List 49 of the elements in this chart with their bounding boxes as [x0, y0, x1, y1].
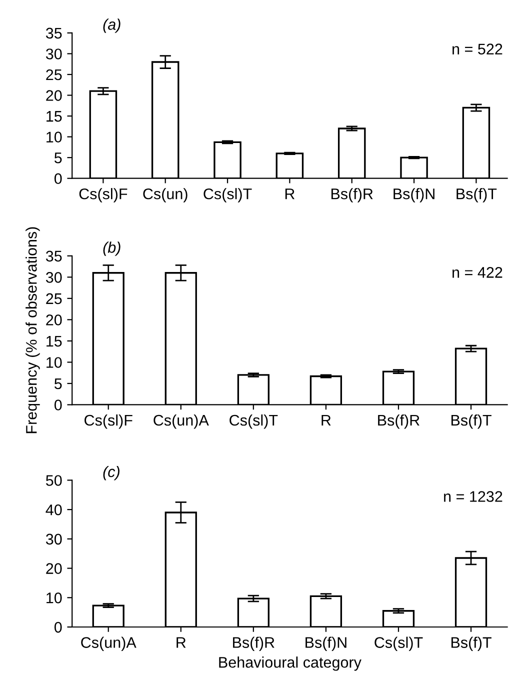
y-tick-label: 20 — [46, 90, 62, 101]
y-axis-title: Frequency (% of observations) — [26, 227, 40, 434]
x-tick-label: Bs(f)N — [306, 636, 346, 651]
y-tick-label: 10 — [46, 357, 62, 368]
x-axis-title: Behavioural category — [219, 656, 362, 671]
x-tick-label: R — [176, 637, 186, 648]
y-tick-label: 30 — [46, 534, 62, 545]
y-tick-label: 40 — [46, 504, 62, 516]
x-tick-label: Bs(f)T — [456, 188, 497, 202]
y-tick-label: 5 — [54, 152, 62, 164]
x-tick-label: Bs(f)R — [378, 414, 420, 429]
y-tick-label: 30 — [46, 272, 62, 283]
chart-title: (b) — [103, 242, 120, 256]
x-tick-label: Bs(f)T — [451, 414, 492, 429]
y-tick-label: 50 — [46, 475, 62, 486]
y-tick-label: 15 — [46, 111, 62, 122]
x-tick-label: Cs(un) — [143, 188, 188, 202]
x-tick-label: Bs(f)R — [233, 636, 274, 651]
y-tick-label: 35 — [46, 28, 62, 39]
chart-title: (c) — [103, 466, 120, 480]
x-tick-label: Cs(sl)F — [84, 414, 132, 429]
y-tick-label: 25 — [46, 293, 62, 304]
y-tick-label: 0 — [54, 173, 62, 184]
y-tick-label: 5 — [54, 378, 62, 390]
annotation: n = 1232 — [444, 491, 502, 502]
x-tick-label: Cs(sl)T — [374, 636, 423, 651]
y-tick-label: 0 — [54, 622, 62, 633]
y-tick-label: 20 — [46, 314, 62, 326]
x-tick-label: Bs(f)N — [394, 188, 434, 202]
y-tick-label: 10 — [46, 592, 62, 604]
annotation: n = 422 — [452, 267, 502, 278]
y-tick-label: 0 — [54, 400, 62, 410]
x-tick-label: Cs(sl)T — [204, 188, 252, 202]
x-tick-label: R — [322, 415, 331, 426]
chart-title: (a) — [103, 18, 120, 33]
y-tick-label: 25 — [46, 69, 62, 80]
x-tick-label: Bs(f)T — [451, 636, 492, 651]
y-tick-label: 10 — [46, 132, 62, 142]
x-tick-label: R — [285, 188, 294, 200]
x-tick-label: Cs(sl)T — [230, 414, 278, 429]
x-tick-label: Cs(un)A — [154, 414, 209, 429]
annotation: n = 522 — [452, 44, 502, 54]
x-tick-label: Bs(f)R — [331, 188, 373, 202]
x-tick-label: Cs(un)A — [81, 636, 136, 651]
y-tick-label: 20 — [46, 563, 62, 574]
y-tick-label: 30 — [46, 48, 62, 60]
x-tick-label: Cs(sl)F — [79, 188, 128, 202]
y-tick-label: 15 — [46, 336, 62, 347]
y-tick-label: 35 — [46, 250, 62, 262]
